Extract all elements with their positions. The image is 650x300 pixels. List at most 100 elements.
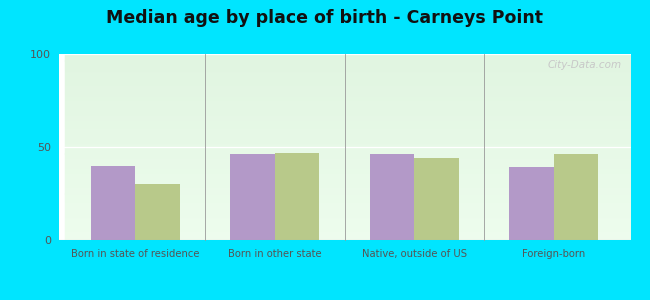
Bar: [66, 158, 650, 159]
Bar: [66, 233, 650, 234]
Bar: [66, 236, 650, 237]
Bar: [66, 211, 650, 212]
Bar: [66, 150, 650, 151]
Bar: [66, 232, 650, 233]
Bar: [66, 151, 650, 152]
Bar: [66, 69, 650, 70]
Bar: [66, 198, 650, 199]
Bar: [66, 184, 650, 185]
Bar: [66, 100, 650, 101]
Bar: [66, 66, 650, 67]
Bar: [66, 147, 650, 148]
Bar: [66, 127, 650, 128]
Bar: [66, 68, 650, 69]
Bar: [66, 88, 650, 89]
Bar: [66, 63, 650, 64]
Bar: [66, 103, 650, 104]
Bar: [66, 186, 650, 187]
Bar: [66, 107, 650, 108]
Bar: [66, 93, 650, 94]
Bar: [66, 141, 650, 142]
Bar: [66, 142, 650, 143]
Bar: [66, 79, 650, 80]
Bar: [66, 162, 650, 163]
Bar: [66, 133, 650, 134]
Bar: [66, 132, 650, 133]
Bar: [66, 118, 650, 119]
Bar: [66, 194, 650, 195]
Bar: [66, 106, 650, 107]
Bar: [66, 131, 650, 132]
Bar: [66, 200, 650, 201]
Bar: [66, 76, 650, 77]
Bar: [66, 54, 650, 55]
Bar: [66, 116, 650, 117]
Bar: [66, 98, 650, 99]
Bar: [66, 153, 650, 154]
Bar: [66, 179, 650, 181]
Bar: [66, 123, 650, 124]
Bar: [66, 126, 650, 127]
Bar: [66, 207, 650, 208]
Bar: [66, 112, 650, 113]
Bar: [66, 176, 650, 177]
Bar: [66, 67, 650, 68]
Bar: [66, 91, 650, 92]
Bar: [66, 190, 650, 191]
Bar: [66, 197, 650, 198]
Bar: [66, 238, 650, 239]
Bar: [66, 168, 650, 169]
Bar: [66, 165, 650, 166]
Bar: [66, 136, 650, 137]
Bar: [66, 109, 650, 110]
Bar: [90, 166, 135, 240]
Bar: [66, 60, 650, 61]
Bar: [66, 144, 650, 145]
Bar: [66, 154, 650, 155]
Bar: [66, 221, 650, 222]
Bar: [66, 166, 650, 167]
Bar: [66, 61, 650, 62]
Bar: [66, 217, 650, 218]
Bar: [66, 188, 650, 189]
Bar: [66, 111, 650, 112]
Bar: [66, 201, 650, 202]
Bar: [66, 215, 650, 216]
Bar: [66, 169, 650, 170]
Bar: [66, 113, 650, 114]
Bar: [66, 160, 650, 161]
Bar: [66, 213, 650, 214]
Bar: [66, 210, 650, 211]
Bar: [66, 239, 650, 240]
Bar: [66, 119, 650, 120]
Bar: [66, 75, 650, 76]
Bar: [66, 124, 650, 125]
Bar: [66, 195, 650, 196]
Bar: [66, 196, 650, 197]
Bar: [66, 177, 650, 178]
Bar: [66, 155, 650, 156]
Bar: [66, 85, 650, 86]
Bar: [66, 237, 650, 238]
Bar: [66, 81, 650, 82]
Bar: [135, 184, 180, 240]
Bar: [66, 89, 650, 90]
Bar: [66, 101, 650, 102]
Bar: [66, 223, 650, 224]
Bar: [66, 83, 650, 84]
Bar: [66, 157, 650, 158]
Bar: [66, 128, 650, 129]
Bar: [66, 214, 650, 215]
Bar: [66, 56, 650, 57]
Bar: [66, 234, 650, 235]
Bar: [66, 204, 650, 205]
Bar: [66, 110, 650, 111]
Bar: [66, 121, 650, 122]
Bar: [66, 137, 650, 138]
Bar: [66, 224, 650, 225]
Bar: [66, 102, 650, 103]
Bar: [66, 212, 650, 213]
Bar: [66, 230, 650, 231]
Bar: [66, 139, 650, 140]
Bar: [66, 65, 650, 66]
